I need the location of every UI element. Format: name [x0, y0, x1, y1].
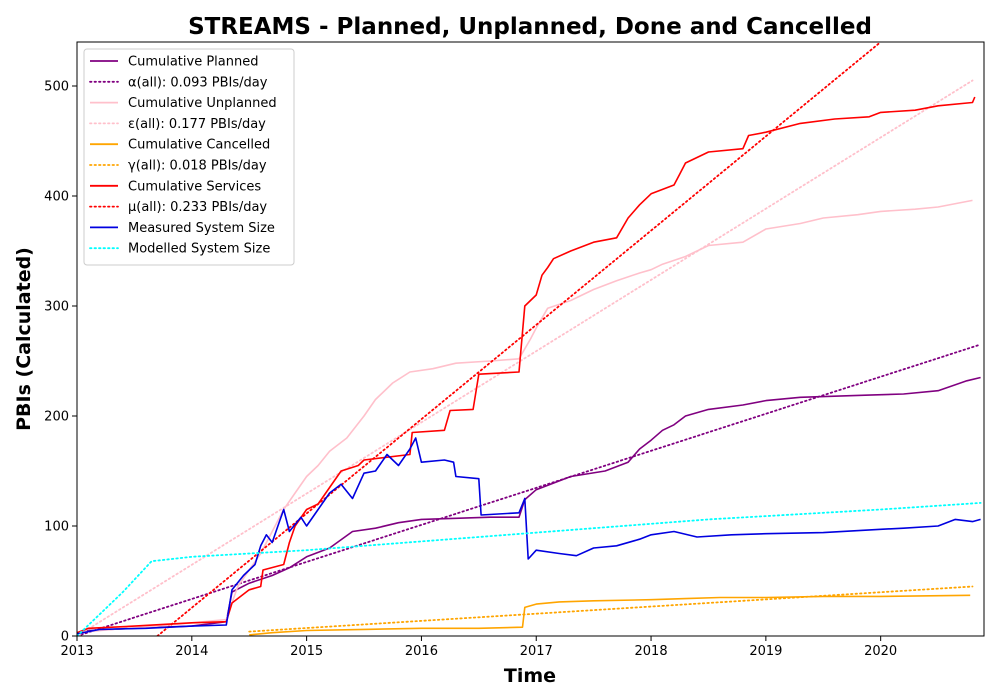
x-tick-label: 2017 [520, 644, 553, 659]
series-line-modelled-system-size [77, 502, 982, 636]
y-axis-label: PBIs (Calculated) [13, 247, 35, 431]
series-line-all-0-177-pbis-day [77, 79, 974, 636]
series-line-cumulative-unplanned [77, 199, 973, 634]
x-tick-label: 2016 [405, 644, 438, 659]
y-tick-label: 100 [44, 520, 69, 535]
legend-label-all-0-018-pbis-day: γ(all): 0.018 PBIs/day [128, 159, 267, 174]
legend: Cumulative Planned α(all): 0.093 PBIs/day… [83, 48, 295, 266]
legend-label-cumulative-planned: Cumulative Planned [128, 55, 258, 70]
plot-area [77, 42, 982, 636]
x-tick-label: 2020 [864, 644, 897, 659]
series-line-measured-system-size [77, 437, 981, 635]
x-tick-label: 2013 [60, 644, 93, 659]
series-line-cumulative-cancelled [249, 594, 971, 636]
y-tick-label: 0 [61, 630, 69, 645]
series-line-all-0-233-pbis-day [156, 42, 882, 636]
legend-label-all-0-093-pbis-day: α(all): 0.093 PBIs/day [128, 75, 268, 90]
legend-label-cumulative-services: Cumulative Services [128, 179, 261, 194]
legend-box [83, 48, 295, 266]
x-tick-label: 2015 [290, 644, 323, 659]
legend-label-measured-system-size: Measured System Size [128, 221, 275, 236]
series-line-all-0-093-pbis-day [77, 343, 982, 636]
x-tick-label: 2018 [635, 644, 668, 659]
series-line-all-0-018-pbis-day [248, 585, 974, 633]
series-line-cumulative-planned [77, 376, 981, 635]
series-line-cumulative-services [77, 96, 976, 634]
axes: 2013 2014 2015 2016 2017 2018 2019 2020 0 100 200 3… [44, 80, 897, 660]
legend-label-all-0-177-pbis-day: ε(all): 0.177 PBIs/day [128, 117, 266, 132]
y-tick-label: 400 [44, 190, 69, 205]
y-tick-label: 500 [44, 80, 69, 95]
y-tick-label: 200 [44, 410, 69, 425]
y-tick-label: 300 [44, 300, 69, 315]
legend-label-cumulative-unplanned: Cumulative Unplanned [128, 96, 277, 111]
legend-label-cumulative-cancelled: Cumulative Cancelled [128, 138, 270, 153]
x-axis-label: Time [504, 665, 556, 687]
plot-frame [76, 41, 985, 637]
x-tick-label: 2014 [175, 644, 208, 659]
legend-label-modelled-system-size: Modelled System Size [128, 242, 270, 257]
legend-label-all-0-233-pbis-day: μ(all): 0.233 PBIs/day [128, 200, 267, 215]
x-tick-label: 2019 [749, 644, 782, 659]
chart-title: STREAMS - Planned, Unplanned, Done and C… [188, 14, 872, 40]
